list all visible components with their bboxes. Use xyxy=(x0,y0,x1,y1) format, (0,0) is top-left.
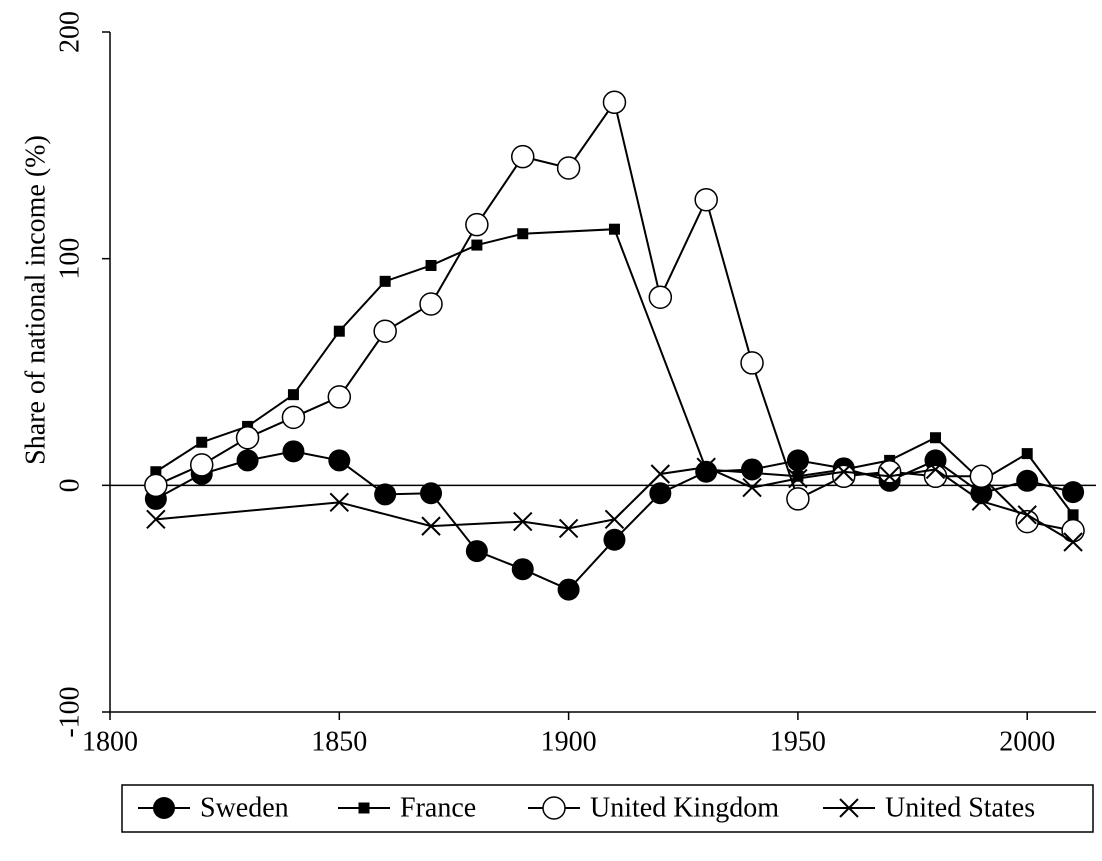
data-point xyxy=(742,477,762,498)
data-point xyxy=(694,187,718,212)
series-line xyxy=(155,228,1074,516)
data-point xyxy=(465,212,489,237)
data-point xyxy=(929,432,941,444)
data-point xyxy=(832,464,856,489)
data-point xyxy=(281,405,306,430)
data-point xyxy=(792,470,804,482)
data-point xyxy=(1062,481,1085,504)
data-point xyxy=(196,436,208,448)
data-point xyxy=(373,319,397,343)
data-point xyxy=(513,511,533,532)
data-point xyxy=(419,292,443,316)
data-point xyxy=(421,516,441,536)
legend-label: France xyxy=(400,792,476,823)
x-tick-label: 1800 xyxy=(82,726,138,757)
legend-label: Sweden xyxy=(200,792,289,823)
data-point xyxy=(696,457,716,477)
legend-label: United States xyxy=(885,792,1035,823)
data-point xyxy=(144,473,168,498)
data-point xyxy=(517,228,529,240)
data-point xyxy=(328,449,351,472)
data-point xyxy=(969,464,994,489)
y-axis-label: Share of national income (%) xyxy=(20,135,51,465)
data-point xyxy=(374,483,397,506)
data-point xyxy=(1021,448,1033,460)
data-point xyxy=(1063,532,1083,552)
data-point xyxy=(282,440,305,463)
data-point xyxy=(146,509,166,530)
legend-marker xyxy=(839,798,859,818)
data-point xyxy=(327,385,352,409)
data-point xyxy=(511,558,534,581)
data-point xyxy=(877,459,902,484)
data-point xyxy=(700,463,712,475)
x-tick-label: 1900 xyxy=(541,726,597,757)
data-point xyxy=(333,325,345,337)
data-point xyxy=(649,482,672,505)
data-point xyxy=(558,518,579,539)
data-point xyxy=(1067,509,1079,521)
legend-marker xyxy=(153,797,175,819)
data-point xyxy=(1016,469,1039,492)
data-point xyxy=(786,487,810,511)
data-point xyxy=(834,462,854,482)
data-point xyxy=(879,466,900,486)
data-point xyxy=(970,482,993,505)
data-point xyxy=(236,449,259,472)
x-tick-label: 1850 xyxy=(311,726,367,757)
data-point xyxy=(329,492,350,513)
data-point xyxy=(557,578,580,601)
data-point xyxy=(971,491,992,511)
data-point xyxy=(648,285,673,309)
data-point xyxy=(740,351,764,375)
data-point xyxy=(608,223,620,235)
data-point xyxy=(150,466,162,478)
data-point xyxy=(603,528,626,551)
legend-marker xyxy=(358,802,370,814)
data-point xyxy=(788,468,808,489)
data-point xyxy=(379,275,391,287)
y-tick-label: 100 xyxy=(54,238,85,280)
data-point xyxy=(602,90,627,115)
data-point xyxy=(420,482,443,505)
data-point xyxy=(786,449,809,472)
legend-label: United Kingdom xyxy=(590,792,779,823)
data-point xyxy=(235,425,260,450)
x-tick-label: 2000 xyxy=(999,726,1055,757)
data-point xyxy=(741,458,764,481)
y-tick-label: -100 xyxy=(54,686,85,737)
data-point xyxy=(510,144,535,169)
data-point xyxy=(650,464,671,484)
series-line xyxy=(155,466,1074,543)
legend-box xyxy=(121,784,1094,833)
x-tick-label: 1950 xyxy=(770,726,826,757)
y-tick-label: 200 xyxy=(54,11,85,53)
data-point xyxy=(465,540,488,563)
data-point xyxy=(1017,505,1037,525)
legend-marker xyxy=(542,796,566,820)
data-point xyxy=(471,239,483,251)
data-point xyxy=(604,509,625,530)
data-point xyxy=(425,259,437,271)
data-point xyxy=(189,453,214,477)
y-tick-label: 0 xyxy=(54,478,85,492)
data-point xyxy=(287,389,299,401)
data-point xyxy=(556,156,581,180)
data-point xyxy=(925,459,946,480)
